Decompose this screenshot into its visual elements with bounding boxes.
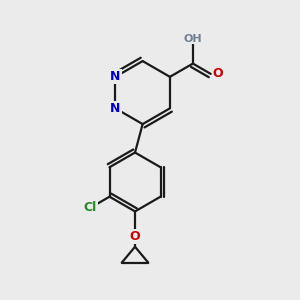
Text: O: O <box>130 230 140 243</box>
Text: OH: OH <box>184 34 202 44</box>
Text: O: O <box>213 68 224 80</box>
Text: Cl: Cl <box>84 201 97 214</box>
Text: N: N <box>110 70 121 83</box>
Text: N: N <box>110 102 121 115</box>
